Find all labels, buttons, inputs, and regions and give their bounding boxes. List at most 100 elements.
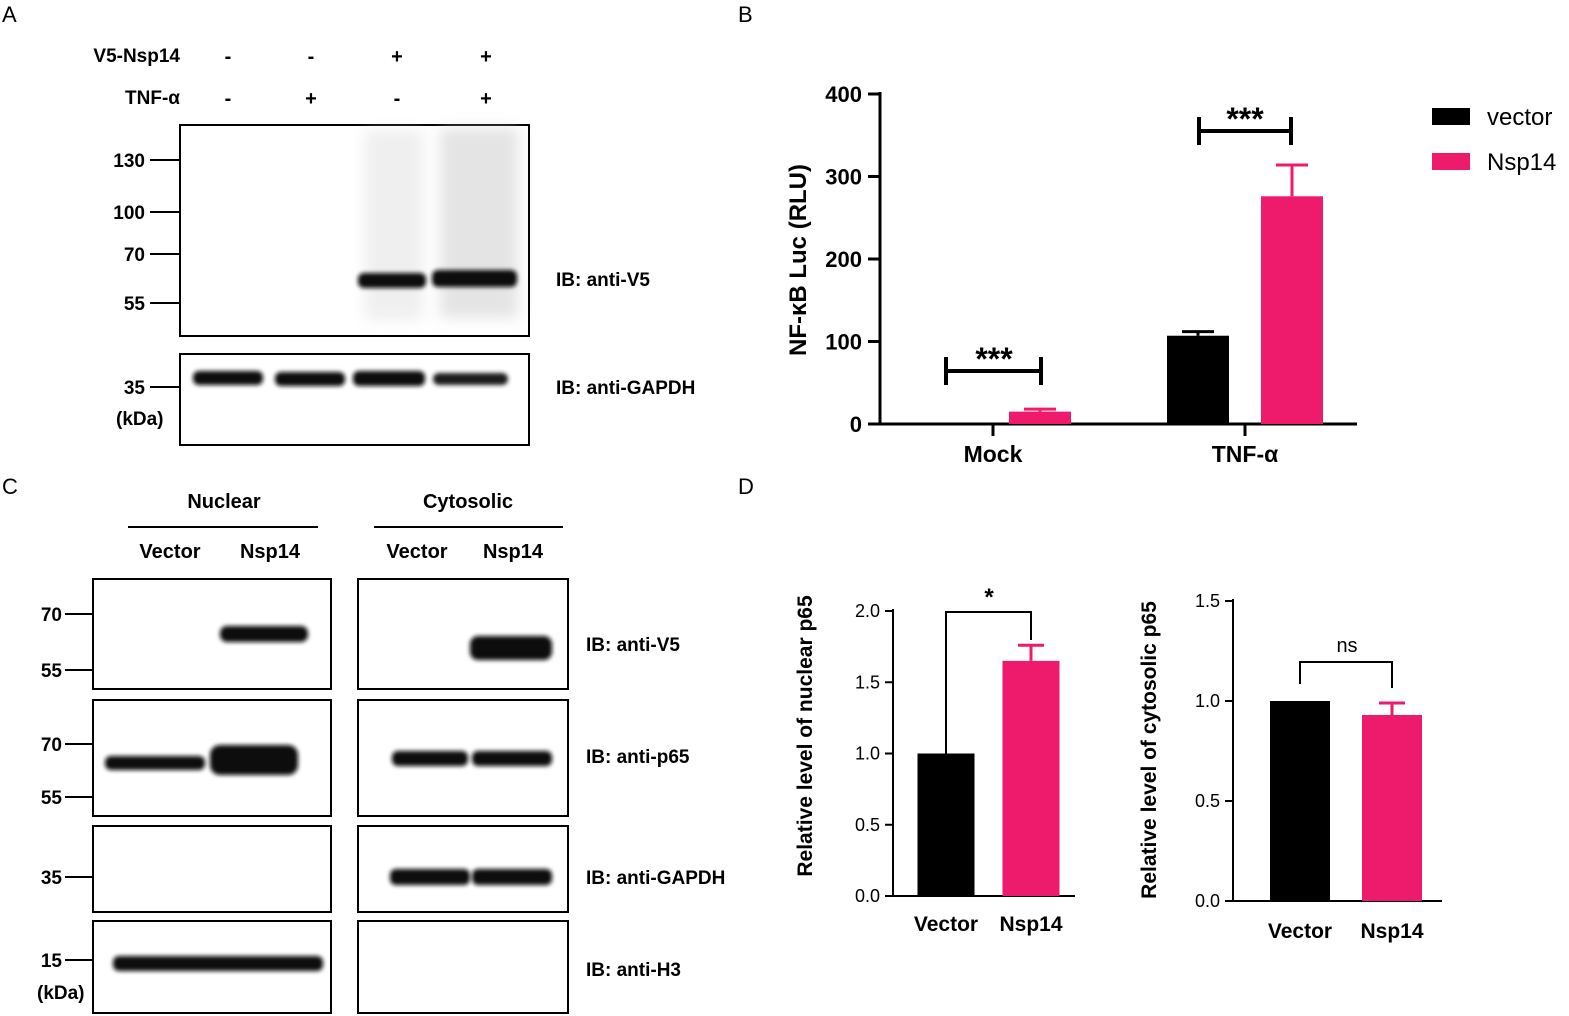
y-tick-label-b-1: 100 [825,330,862,355]
bar-d2-1 [1362,715,1422,901]
svg-text:*: * [984,584,994,611]
sign-v5-lane4: + [480,46,492,68]
y-tick-label-d1-1: 0.5 [855,815,880,835]
x-tick-label-b-1: TNF-α [1212,441,1279,467]
kda-label-c: (kDa) [37,983,85,1004]
ib-label-c-v5: IB: anti-V5 [586,635,680,656]
svg-text:130: 130 [113,151,145,172]
y-tick-label-d1-2: 1.0 [855,744,880,764]
treatment-signs: - - + + - + - + [225,46,492,110]
ib-label-a-gapdh: IB: anti-GAPDH [556,378,695,399]
row-label-tnf: TNF-α [125,88,180,109]
svg-text:55: 55 [41,661,63,682]
panel-c: Nuclear Cytosolic Vector Nsp14 Vector Ns… [37,491,725,1014]
x-tick-label-d2-0: Vector [1268,920,1332,943]
chart-d-cytosolic: 0.0 0.5 1.0 1.5 Vector Nsp14 [1195,591,1442,943]
group-label-cytosolic: Cytosolic [423,491,513,513]
svg-text:70: 70 [41,605,62,626]
blot-c-v5 [92,578,569,690]
kda-label-a: (kDa) [116,409,164,430]
ylabel-d-nuclear: Relative level of nuclear p65 [794,595,817,877]
chart-b: 0 100 200 300 400 Mock TNF-α [825,82,1357,467]
y-tick-label-b-0: 0 [850,412,862,437]
x-tick-label-d2-1: Nsp14 [1360,920,1423,943]
ib-label-a-v5: IB: anti-V5 [556,270,650,291]
legend-label-vector: vector [1487,104,1552,131]
y-tick-label-b-3: 300 [825,165,862,190]
panel-b: 0 100 200 300 400 Mock TNF-α NF-κB Luc (RLU) *… [785,82,1556,467]
legend-swatch-nsp14 [1432,153,1470,170]
blot-a-v5 [179,124,530,337]
mw-35-a: 35 [124,378,146,399]
lane-label-vector-nuclear: Vector [139,541,200,563]
chart-d-nuclear: 0.0 0.5 1.0 1.5 2.0 Vector Nsp14 [855,601,1075,936]
blot-a-gapdh [179,353,530,446]
svg-text:ns: ns [1336,635,1357,657]
bar-b-1-0 [1009,411,1071,424]
legend-label-nsp14: Nsp14 [1487,149,1556,176]
lane-label-nsp14-cytosolic: Nsp14 [483,541,544,563]
lane-label-vector-cytosolic: Vector [386,541,447,563]
svg-text:70: 70 [41,735,62,756]
sig-b-tnf: *** [1197,101,1293,145]
sig-b-mock: *** [944,341,1043,385]
sig-d-nuclear: * [945,584,1032,754]
ib-label-c-p65: IB: anti-p65 [586,747,690,768]
ib-label-c-h3: IB: anti-H3 [586,960,681,981]
y-tick-label-d2-1: 0.5 [1195,791,1220,811]
blot-c-h3 [92,920,569,1014]
svg-text:15: 15 [41,951,63,972]
blot-c-gapdh [92,825,569,913]
ylabel-b: NF-κB Luc (RLU) [785,164,812,356]
x-tick-label-d1-1: Nsp14 [999,913,1062,936]
y-tick-label-b-2: 200 [825,247,862,272]
mw-markers-c: 70 55 70 55 35 15 [41,605,93,972]
bar-b-0-1 [1167,335,1229,424]
bar-d1-1 [1002,660,1060,896]
sign-v5-lane2: - [308,46,315,68]
x-tick-label-b-0: Mock [964,441,1023,467]
svg-text:70: 70 [124,245,145,266]
y-tick-label-d1-3: 1.5 [855,672,880,692]
y-tick-label-b-4: 400 [825,82,862,107]
y-tick-label-d2-2: 1.0 [1195,691,1220,711]
panel-letter-d: D [738,474,754,499]
sign-tnf-lane2: + [305,88,317,110]
band-v5-lane3 [358,273,426,288]
svg-text:35: 35 [41,868,63,889]
panel-d: 0.0 0.5 1.0 1.5 2.0 Vector Nsp14 0.0 0.5 1.0 1.5 V… [794,584,1442,943]
y-tick-label-d2-3: 1.5 [1195,591,1220,611]
bar-b-1-1 [1261,196,1323,424]
y-tick-label-d2-0: 0.0 [1195,891,1220,911]
sign-tnf-lane1: - [225,88,232,110]
legend-swatch-vector [1432,108,1470,125]
lane-label-nsp14-nuclear: Nsp14 [240,541,301,563]
legend-b: vector Nsp14 [1432,104,1556,176]
sig-d-cytosolic: ns [1299,635,1393,688]
sign-v5-lane1: - [225,46,232,68]
ib-label-c-gapdh: IB: anti-GAPDH [586,868,725,889]
y-tick-label-d1-4: 2.0 [855,601,880,621]
svg-text:***: *** [1226,101,1264,137]
band-v5-lane4 [432,270,517,287]
mw-markers-a: 130 100 70 55 [113,151,180,315]
ylabel-d-cytosolic: Relative level of cytosolic p65 [1138,601,1161,899]
bar-d2-0 [1270,701,1330,901]
svg-text:55: 55 [41,788,63,809]
group-label-nuclear: Nuclear [187,491,261,513]
blot-c-p65 [92,699,569,817]
panel-letter-a: A [2,2,17,27]
sign-v5-lane3: + [391,46,403,68]
row-label-v5-nsp14: V5-Nsp14 [93,46,180,67]
x-tick-label-d1-0: Vector [914,913,978,936]
bar-d1-0 [917,753,975,896]
sign-tnf-lane3: - [394,88,401,110]
svg-text:100: 100 [113,203,145,224]
svg-text:***: *** [975,341,1013,377]
y-tick-label-d1-0: 0.0 [855,886,880,906]
sign-tnf-lane4: + [480,88,492,110]
svg-text:55: 55 [124,294,146,315]
panel-letter-c: C [2,474,18,499]
